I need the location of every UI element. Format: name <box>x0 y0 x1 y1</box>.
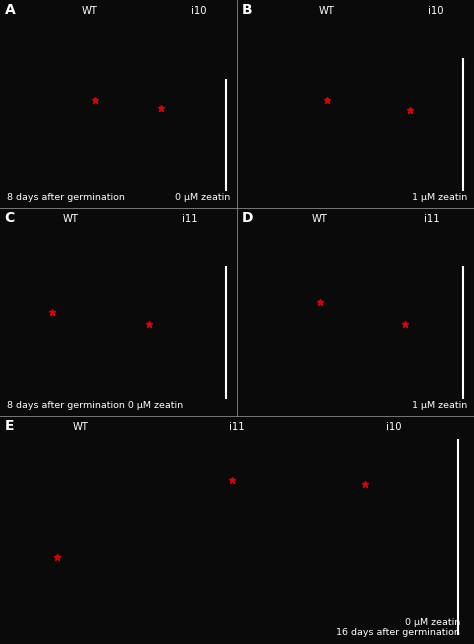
Text: 0 μM zeatin: 0 μM zeatin <box>174 193 230 202</box>
Text: 1 μM zeatin: 1 μM zeatin <box>411 401 467 410</box>
Text: i11: i11 <box>229 422 245 431</box>
Text: WT: WT <box>73 422 89 431</box>
Text: WT: WT <box>319 6 335 16</box>
Text: A: A <box>5 3 16 17</box>
Text: 1 μM zeatin: 1 μM zeatin <box>411 193 467 202</box>
Text: 0 μM zeatin
16 days after germination: 0 μM zeatin 16 days after germination <box>336 618 460 637</box>
Text: B: B <box>242 3 252 17</box>
Text: D: D <box>242 211 253 225</box>
Text: i11: i11 <box>424 214 439 224</box>
Text: 8 days after germination 0 μM zeatin: 8 days after germination 0 μM zeatin <box>7 401 183 410</box>
Text: 8 days after germination: 8 days after germination <box>7 193 125 202</box>
Text: E: E <box>5 419 14 433</box>
Text: i11: i11 <box>182 214 197 224</box>
Text: C: C <box>5 211 15 225</box>
Text: WT: WT <box>63 214 79 224</box>
Text: WT: WT <box>312 214 328 224</box>
Text: i10: i10 <box>428 6 444 16</box>
Text: i10: i10 <box>386 422 401 431</box>
Text: i10: i10 <box>191 6 207 16</box>
Text: WT: WT <box>82 6 98 16</box>
